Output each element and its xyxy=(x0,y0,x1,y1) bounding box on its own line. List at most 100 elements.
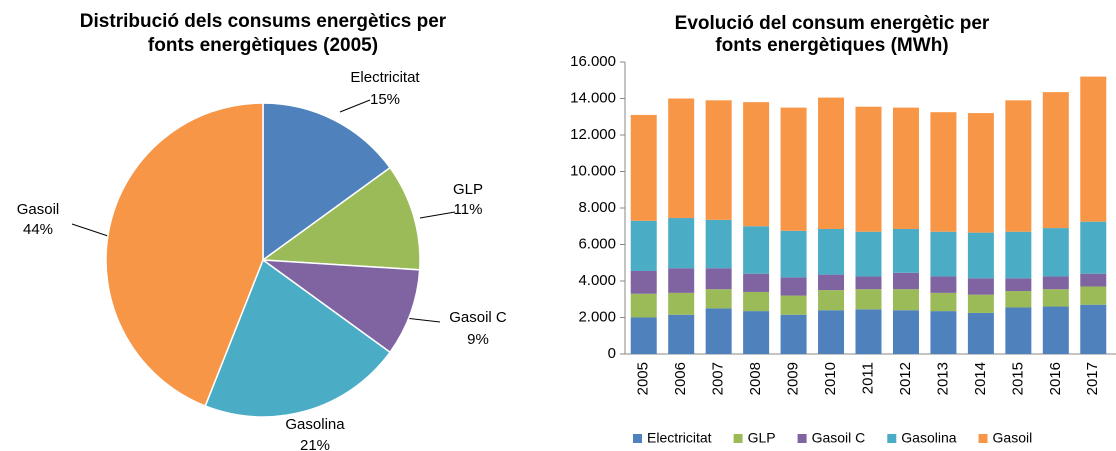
y-tick-label: 6.000 xyxy=(578,235,616,252)
bar-segment xyxy=(892,289,919,311)
bar-segment xyxy=(1042,306,1069,354)
slice-label: Electricitat xyxy=(350,69,420,86)
bar-segment xyxy=(705,268,732,290)
bar-segment xyxy=(705,308,732,354)
y-tick-label: 2.000 xyxy=(578,308,616,325)
bar-segment xyxy=(668,218,695,269)
bar-segment xyxy=(630,293,657,318)
pie-slice xyxy=(260,166,421,271)
y-tick-label: 4.000 xyxy=(578,272,616,289)
y-tick-label: 0 xyxy=(608,345,616,362)
pie-slice xyxy=(204,258,392,418)
bar-segment xyxy=(743,102,770,227)
legend-label: Gasoil xyxy=(993,430,1033,446)
pie-slice xyxy=(260,259,421,354)
bar-segment xyxy=(1080,221,1107,274)
x-tick-label: 2016 xyxy=(1047,362,1064,395)
bar-segment xyxy=(1042,228,1069,277)
bar-segment xyxy=(930,276,957,293)
slice-label: GLP xyxy=(453,181,483,198)
bar-segment xyxy=(1005,231,1032,279)
slice-value: 9% xyxy=(467,331,489,348)
leader-line xyxy=(419,211,456,219)
bar-segment xyxy=(967,232,994,279)
x-tick-label: 2012 xyxy=(897,362,914,395)
bar-segment xyxy=(818,290,845,311)
bar-segment xyxy=(1080,273,1107,287)
slice-value: 11% xyxy=(454,201,483,218)
bar-segment xyxy=(1080,304,1107,354)
bar-segment xyxy=(668,98,695,219)
bar-segment xyxy=(1005,100,1032,232)
bar-segment xyxy=(1005,278,1032,292)
bar-segment xyxy=(855,289,882,310)
slice-label: Gasolina xyxy=(285,416,345,433)
bar-segment xyxy=(818,228,845,275)
bar-segment xyxy=(967,294,994,313)
legend-label: Electricitat xyxy=(647,430,712,446)
chart-title: Evolució del consum energètic per fonts e… xyxy=(675,13,990,56)
legend-swatch xyxy=(733,434,743,443)
bar-segment xyxy=(1042,92,1069,229)
bar-segment xyxy=(668,314,695,354)
x-tick-label: 2007 xyxy=(710,362,727,395)
legend-swatch xyxy=(887,434,897,443)
bar-segment xyxy=(930,311,957,354)
bar-segment xyxy=(892,107,919,229)
slice-label: Gasoil xyxy=(17,201,60,218)
bar-segment xyxy=(892,228,919,273)
x-tick-label: 2009 xyxy=(785,362,802,395)
bar-segment xyxy=(630,270,657,294)
bar-segment xyxy=(818,274,845,291)
legend-swatch xyxy=(978,434,988,443)
bar-segment xyxy=(818,310,845,354)
bar-segment xyxy=(780,107,807,231)
x-tick-label: 2005 xyxy=(635,362,652,395)
bar-segment xyxy=(1005,291,1032,308)
bar-segment xyxy=(1042,289,1069,307)
bar-segment xyxy=(855,276,882,290)
bar-segment xyxy=(892,310,919,354)
bar-segment xyxy=(1042,276,1069,290)
bar-segment xyxy=(930,112,957,232)
bar-segment xyxy=(855,231,882,277)
bar-segment xyxy=(930,231,957,277)
chart-title: Distribució dels consums energètics per f… xyxy=(80,11,447,56)
x-tick-label: 2010 xyxy=(822,362,839,395)
bar-segment xyxy=(705,219,732,269)
bar-segment xyxy=(1005,307,1032,354)
bar-segment xyxy=(780,314,807,354)
y-tick-label: 14.000 xyxy=(570,89,616,106)
pie-slice xyxy=(105,102,264,407)
bar-segment xyxy=(930,292,957,312)
bar-segment xyxy=(818,97,845,229)
legend-swatch xyxy=(633,434,642,443)
leader-line xyxy=(71,223,109,237)
bar-segment xyxy=(1080,76,1107,222)
x-tick-label: 2013 xyxy=(934,362,951,395)
y-tick-label: 10.000 xyxy=(570,162,616,179)
bar-segment xyxy=(705,289,732,309)
bar-segment xyxy=(743,226,770,274)
slice-value: 21% xyxy=(300,437,330,451)
bar-segment xyxy=(630,114,657,221)
x-tick-label: 2011 xyxy=(859,362,876,394)
legend-label: Gasoil C xyxy=(812,430,866,446)
bar-segment xyxy=(630,220,657,271)
bar-segment xyxy=(668,268,695,293)
bar-segment xyxy=(780,230,807,278)
bar-segment xyxy=(967,278,994,295)
legend-label: GLP xyxy=(748,430,776,446)
bar-segment xyxy=(743,311,770,354)
slice-label: Gasoil C xyxy=(449,309,507,326)
slice-value: 15% xyxy=(370,91,400,108)
x-tick-label: 2014 xyxy=(972,362,989,395)
y-tick-label: 16.000 xyxy=(570,53,616,70)
bar-segment xyxy=(855,309,882,354)
slice-value: 44% xyxy=(23,221,53,238)
bar-segment xyxy=(630,317,657,354)
bar-segment xyxy=(743,273,770,292)
bar-segment xyxy=(780,295,807,315)
